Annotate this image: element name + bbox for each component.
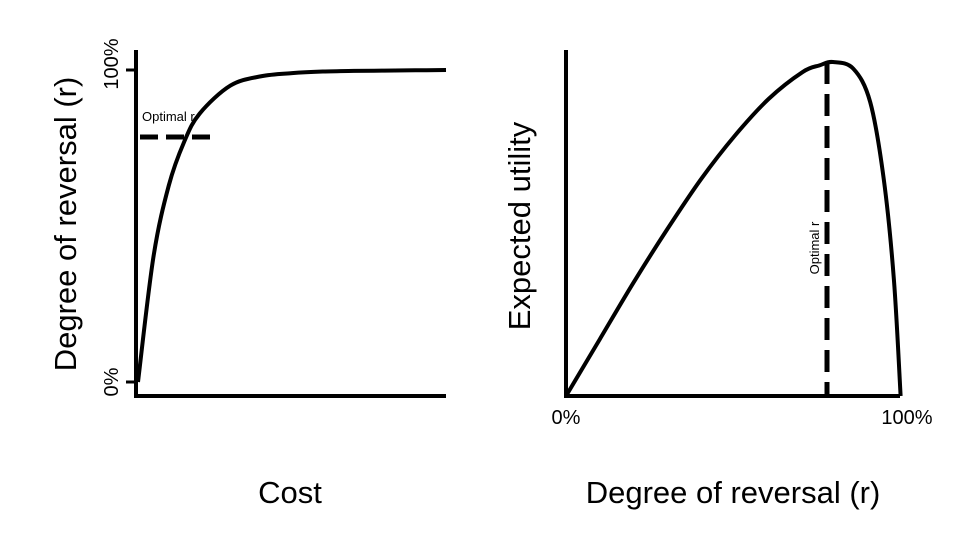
- right-x-tick-label-0: 0%: [552, 407, 581, 429]
- right-x-tick-label-100: 100%: [881, 407, 932, 429]
- left-series-line: [136, 68, 447, 383]
- right-series-line: [564, 59, 903, 398]
- left-chart: 0% 100% Degree of reversal (r) Cost Opti…: [48, 38, 447, 510]
- right-y-axis-label: Expected utility: [502, 121, 537, 330]
- right-optimal-r-label: Optimal r: [807, 221, 822, 274]
- left-y-tick-label-0: 0%: [101, 367, 123, 396]
- right-x-axis-label: Degree of reversal (r): [586, 475, 881, 510]
- left-x-axis-label: Cost: [258, 475, 322, 510]
- left-y-tick-label-100: 100%: [101, 38, 123, 89]
- left-y-axis-label: Degree of reversal (r): [48, 77, 83, 372]
- right-chart: 0% 100% Expected utility Degree of rever…: [502, 50, 933, 510]
- left-optimal-r-label: Optimal r: [142, 109, 195, 124]
